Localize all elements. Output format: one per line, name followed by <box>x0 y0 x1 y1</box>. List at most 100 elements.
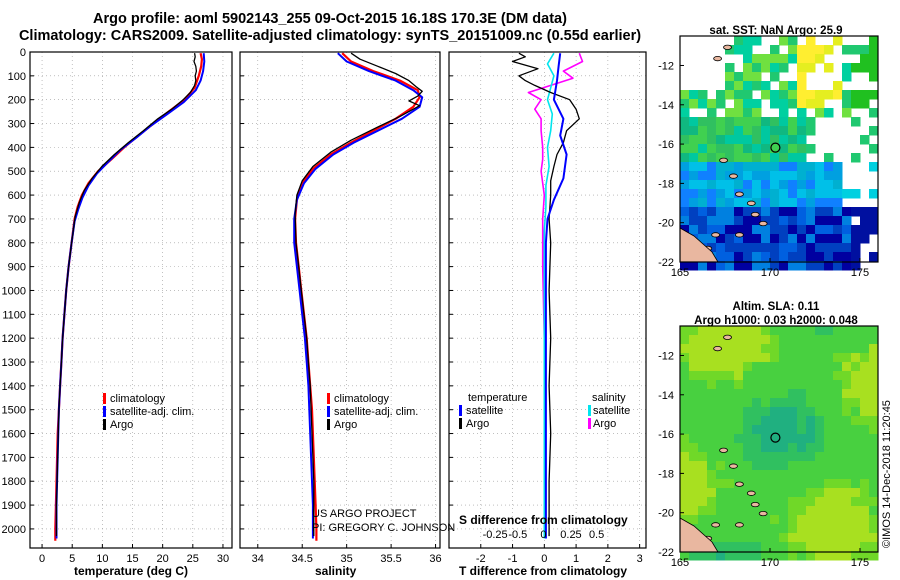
map-cell <box>860 207 870 217</box>
map-cell <box>806 398 816 408</box>
map-cell <box>851 225 861 235</box>
map-cell <box>689 362 699 372</box>
map-cell <box>806 54 816 64</box>
map-cell <box>806 335 816 345</box>
diff-right-legend-swatch <box>588 405 591 416</box>
map-cell <box>689 144 699 154</box>
map-cell <box>761 461 771 471</box>
map-cell <box>833 380 843 390</box>
map-cell <box>797 63 807 73</box>
map-cell <box>869 252 879 262</box>
island <box>746 200 756 206</box>
map-cell <box>761 479 771 489</box>
map-cell <box>797 425 807 435</box>
map-cell <box>815 407 825 417</box>
map-cell <box>689 189 699 199</box>
map-cell <box>797 81 807 91</box>
map-cell <box>806 362 816 372</box>
map-cell <box>734 252 744 262</box>
map-cell <box>860 99 870 109</box>
map-cell <box>752 252 762 262</box>
y-tick-label: 1000 <box>2 285 26 297</box>
map-cell <box>860 488 870 498</box>
map-cell <box>752 126 762 136</box>
map-cell <box>752 326 762 336</box>
map-cell <box>779 216 789 226</box>
map-cell <box>824 434 834 444</box>
map-cell <box>752 470 762 480</box>
map-cell <box>725 488 735 498</box>
map-cell <box>860 542 870 552</box>
map-cell <box>716 389 726 399</box>
map-cell <box>869 126 879 136</box>
map-cell <box>716 153 726 163</box>
map-cell <box>788 416 798 426</box>
map-cell <box>698 434 708 444</box>
map-cell <box>842 551 852 561</box>
map-cell <box>752 371 762 381</box>
map-cell <box>797 524 807 534</box>
map-cell <box>725 353 735 363</box>
map-cell <box>788 326 798 336</box>
map-cell <box>770 189 780 199</box>
map-cell <box>761 126 771 136</box>
map-cell <box>761 117 771 127</box>
map-cell <box>761 425 771 435</box>
map-cell <box>806 542 816 552</box>
map-cell <box>725 162 735 172</box>
map-cell <box>707 335 717 345</box>
map-cell <box>689 515 699 525</box>
map-cell <box>806 126 816 136</box>
map-cell <box>869 443 879 453</box>
map-cell <box>716 542 726 552</box>
map-cell <box>842 362 852 372</box>
map-cell <box>707 326 717 336</box>
map-cell <box>824 470 834 480</box>
map-cell <box>806 443 816 453</box>
salinity-legend-label: climatology <box>334 393 390 405</box>
map-cell <box>698 99 708 109</box>
map-cell <box>815 99 825 109</box>
map-cell <box>725 326 735 336</box>
map-cell <box>761 362 771 372</box>
map-cell <box>860 63 870 73</box>
map-cell <box>833 225 843 235</box>
map-cell <box>698 234 708 244</box>
map-cell <box>833 335 843 345</box>
map-cell <box>734 198 744 208</box>
map-cell <box>842 72 852 82</box>
map-cell <box>815 162 825 172</box>
map-cell <box>698 153 708 163</box>
x-tick-label: 20 <box>157 553 169 565</box>
map-cell <box>689 135 699 145</box>
map-cell <box>761 198 771 208</box>
salinity-legend-swatch <box>327 406 330 417</box>
map-cell <box>716 198 726 208</box>
map-cell <box>824 335 834 345</box>
salinity-frame <box>239 51 441 549</box>
map-cell <box>716 126 726 136</box>
map-cell <box>797 207 807 217</box>
map-cell <box>770 425 780 435</box>
map-cell <box>833 180 843 190</box>
map-cell <box>797 45 807 55</box>
map-cell <box>851 326 861 336</box>
map-cell <box>680 479 690 489</box>
map-cell <box>842 533 852 543</box>
diff-legend-title-temperature: temperature <box>468 392 527 404</box>
map-cell <box>779 126 789 136</box>
map-x-tick-label: 175 <box>851 267 869 279</box>
map-cell <box>725 189 735 199</box>
map-cell <box>689 261 699 271</box>
map-cell <box>770 506 780 516</box>
map-cell <box>815 452 825 462</box>
map-cell <box>761 207 771 217</box>
map-x-tick-label: 165 <box>671 267 689 279</box>
map-cell <box>833 243 843 253</box>
map-cell <box>824 407 834 417</box>
map-cell <box>797 452 807 462</box>
map-cell <box>824 533 834 543</box>
map-cell <box>725 506 735 516</box>
map-cell <box>851 353 861 363</box>
map-cell <box>860 45 870 55</box>
